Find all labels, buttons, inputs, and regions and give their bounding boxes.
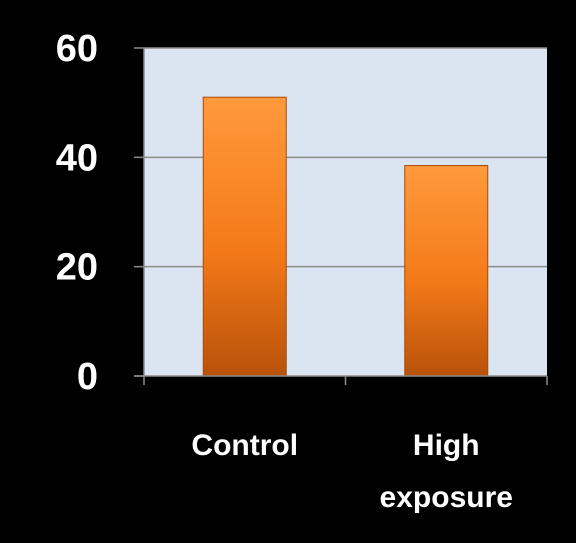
x-tick-label-high-exposure: High exposure bbox=[380, 429, 513, 514]
x-axis-tick-labels: Control High exposure bbox=[191, 429, 513, 514]
bar-high-exposure bbox=[404, 165, 489, 377]
y-tick-label-0: 0 bbox=[77, 356, 98, 398]
bars bbox=[202, 96, 489, 377]
x-tick-label-control: Control bbox=[191, 429, 298, 462]
y-tick-label-40: 40 bbox=[56, 137, 98, 179]
axes bbox=[134, 47, 548, 385]
y-tick-label-20: 20 bbox=[56, 247, 98, 289]
bar-control bbox=[202, 96, 287, 377]
y-axis-tick-labels: 0 20 40 60 bbox=[56, 28, 98, 398]
y-tick-label-60: 60 bbox=[56, 28, 98, 70]
